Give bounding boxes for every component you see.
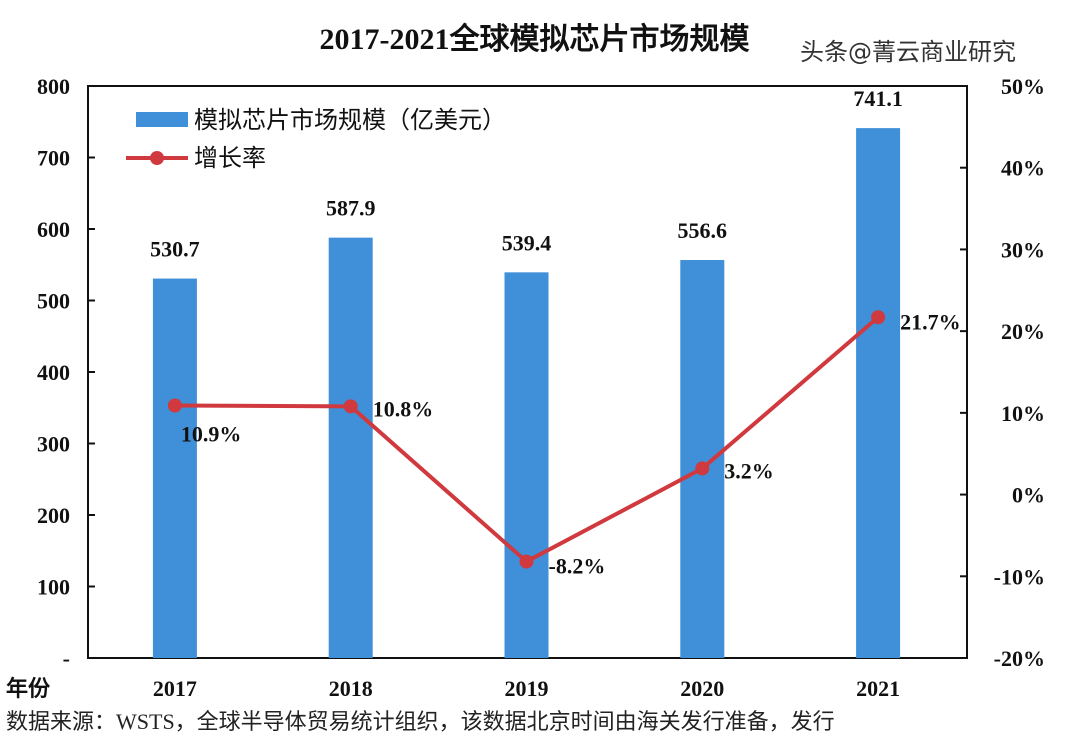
right-tick-label: 30% [1001,237,1045,262]
growth-point [167,398,182,413]
left-tick-label: 700 [37,146,70,171]
legend-bar-swatch [136,112,188,127]
right-tick-label: -20% [994,646,1045,671]
growth-point [695,461,710,476]
growth-data-label: -8.2% [549,554,606,579]
x-tick-label: 2019 [505,676,549,701]
right-tick-label: 0% [1012,483,1045,508]
left-tick-label: 400 [37,360,70,385]
right-tick-label: 40% [1001,156,1045,181]
left-tick-label: - [63,646,70,671]
x-tick-label: 2020 [680,676,724,701]
left-tick-label: 200 [37,503,70,528]
right-tick-label: -10% [994,564,1045,589]
watermark: 头条@菁云商业研究 [800,38,1016,66]
left-tick-label: 600 [37,217,70,242]
bar [680,260,725,658]
growth-point [343,399,358,414]
left-tick-label: 300 [37,432,70,457]
left-tick-label: 500 [37,289,70,314]
growth-data-label: 10.9% [181,422,242,447]
bar [856,128,901,658]
growth-point [871,310,886,325]
bar-data-label: 587.9 [326,196,376,221]
bar [152,278,197,658]
right-tick-label: 10% [1001,401,1045,426]
bar-data-label: 556.6 [678,218,728,243]
bar-data-label: 741.1 [853,86,903,111]
legend-line-label: 增长率 [194,144,266,172]
x-axis-label: 年份 [6,676,51,701]
legend-line-marker [150,151,164,165]
growth-data-label: 21.7% [900,309,961,334]
bar [328,237,373,659]
bar-data-label: 539.4 [502,230,552,255]
left-tick-label: 100 [37,575,70,600]
x-tick-label: 2017 [153,676,197,701]
bar [504,272,549,658]
growth-data-label: 3.2% [724,458,774,483]
chart-title: 2017-2021全球模拟芯片市场规模 [319,23,750,56]
legend-bar-label: 模拟芯片市场规模（亿美元） [194,106,506,134]
x-tick-label: 2021 [856,676,900,701]
growth-point [519,554,534,569]
bar-data-label: 530.7 [150,237,200,262]
right-tick-label: 50% [1001,74,1045,99]
growth-data-label: 10.8% [373,396,434,421]
x-tick-label: 2018 [329,676,373,701]
right-tick-label: 20% [1001,319,1045,344]
source-note: 数据来源：WSTS，全球半导体贸易统计组织，该数据北京时间由海关发行准备，发行 [6,709,835,734]
left-tick-label: 800 [37,74,70,99]
chart: - 100 200 300 400 500 600 700 800 -20% -10% 0% 10% 20… [6,74,1045,701]
